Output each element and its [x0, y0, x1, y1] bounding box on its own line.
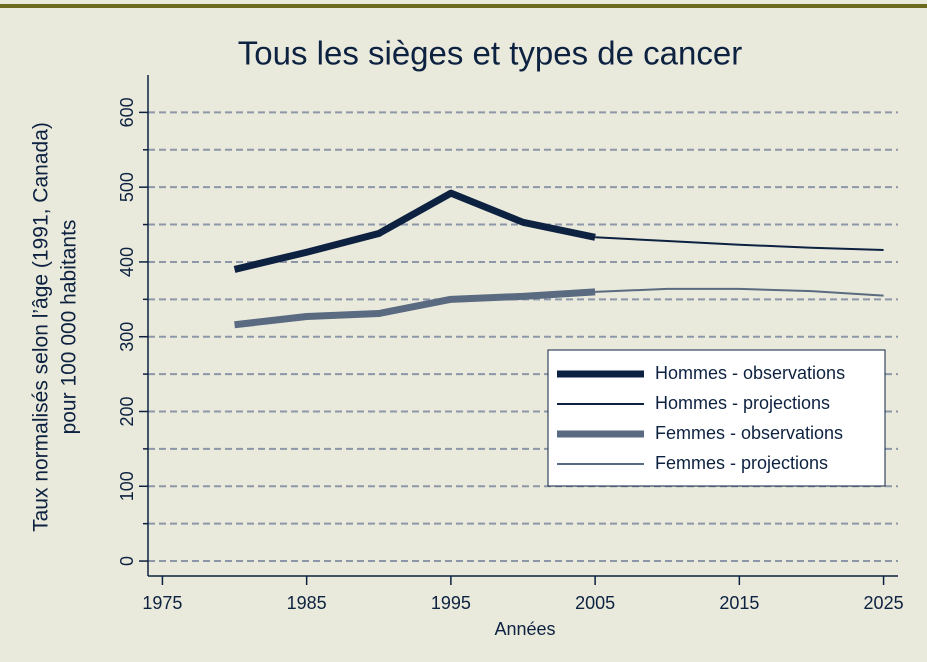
line-series [233, 189, 596, 273]
legend-label: Hommes - observations [655, 363, 845, 383]
y-tick-label: 0 [117, 556, 137, 566]
x-tick-label: 2005 [575, 593, 615, 613]
x-tick-label: 1975 [142, 593, 182, 613]
y-tick-label: 100 [117, 471, 137, 501]
y-tick-label: 300 [117, 322, 137, 352]
legend-label: Femmes - observations [655, 423, 843, 443]
x-tick-label: 1985 [287, 593, 327, 613]
line-series [234, 288, 596, 329]
x-axis-label: Années [494, 619, 555, 639]
x-tick-label: 2025 [864, 593, 904, 613]
legend-label: Femmes - projections [655, 453, 828, 473]
line-series [595, 287, 884, 297]
y-axis-label: Taux normalisés selon l’âge (1991, Canad… [30, 122, 53, 532]
y-axis-label: pour 100 000 habitants [58, 220, 81, 435]
top-border [0, 4, 927, 8]
legend-label: Hommes - projections [655, 393, 830, 413]
y-tick-label: 500 [117, 172, 137, 202]
chart-title: Tous les sièges et types de cancer [238, 35, 742, 72]
x-tick-label: 1995 [431, 593, 471, 613]
y-tick-label: 400 [117, 247, 137, 277]
line-series [595, 236, 884, 251]
x-tick-label: 2015 [719, 593, 759, 613]
y-tick-label: 600 [117, 97, 137, 127]
y-tick-label: 200 [117, 396, 137, 426]
